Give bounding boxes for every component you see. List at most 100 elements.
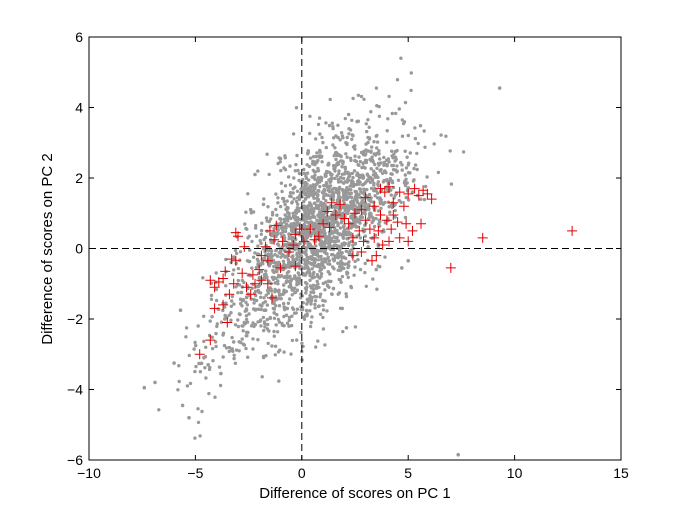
red-plus-point	[409, 183, 420, 194]
y-tick-label: 0	[75, 241, 83, 257]
cloud-point	[327, 123, 332, 128]
cloud-point	[288, 183, 293, 187]
red-plus-point	[445, 262, 456, 273]
cloud-point	[352, 169, 357, 173]
cloud-point	[327, 285, 331, 289]
cloud-point	[401, 121, 406, 126]
cloud-point	[264, 216, 269, 220]
cloud-point	[288, 297, 292, 301]
cloud-point	[274, 192, 278, 196]
cloud-point	[317, 116, 322, 120]
cloud-point	[241, 298, 246, 302]
cloud-point	[313, 173, 317, 177]
cloud-point	[376, 180, 380, 184]
cloud-point	[367, 137, 372, 141]
cloud-point	[281, 301, 286, 306]
cloud-point	[403, 173, 407, 177]
cloud-point	[289, 194, 293, 199]
cloud-point	[259, 307, 263, 312]
cloud-point	[343, 116, 347, 121]
cloud-point	[297, 178, 301, 183]
cloud-point	[266, 291, 270, 295]
red-plus-point	[360, 192, 371, 203]
cloud-point	[403, 215, 408, 220]
cloud-point	[277, 379, 281, 383]
cloud-point	[337, 254, 341, 258]
cloud-point	[263, 325, 267, 329]
cloud-point	[266, 341, 270, 346]
cloud-point	[335, 236, 339, 240]
cloud-point	[265, 288, 270, 293]
cloud-point	[318, 276, 322, 280]
cloud-point	[276, 350, 281, 354]
cloud-point	[323, 192, 327, 196]
cloud-point	[157, 408, 161, 412]
cloud-point	[368, 211, 372, 215]
cloud-point	[331, 125, 335, 129]
cloud-point	[287, 260, 291, 264]
cloud-point	[331, 187, 335, 191]
cloud-point	[351, 200, 355, 205]
cloud-point	[281, 253, 285, 257]
cloud-point	[314, 137, 318, 141]
cloud-point	[193, 436, 197, 440]
cloud-point	[297, 280, 301, 284]
cloud-point	[316, 339, 320, 343]
gray-point	[172, 361, 176, 365]
red-plus-point	[284, 247, 294, 257]
cloud-point	[304, 182, 309, 187]
cloud-point	[409, 88, 413, 93]
cloud-point	[282, 324, 286, 328]
y-tick-label: 6	[75, 29, 83, 45]
cloud-point	[223, 317, 227, 321]
reference-lines	[89, 37, 621, 460]
cloud-point	[300, 341, 304, 345]
cloud-point	[376, 264, 380, 268]
red-plus-point	[247, 269, 258, 280]
cloud-point	[385, 129, 389, 133]
cloud-point	[214, 271, 218, 275]
cloud-point	[422, 197, 427, 202]
cloud-point	[377, 222, 381, 226]
cloud-point	[234, 348, 239, 352]
cloud-point	[203, 366, 207, 370]
cloud-point	[279, 168, 283, 173]
cloud-point	[363, 261, 367, 266]
cloud-point	[244, 307, 249, 311]
cloud-point	[285, 255, 289, 259]
cloud-point	[320, 160, 324, 164]
cloud-point	[313, 177, 317, 181]
cloud-point	[448, 149, 452, 153]
cloud-point	[302, 171, 307, 176]
cloud-point	[304, 308, 309, 313]
cloud-point	[263, 321, 267, 326]
cloud-point	[333, 169, 337, 173]
cloud-point	[378, 198, 382, 202]
cloud-point	[204, 345, 208, 349]
cloud-point	[409, 71, 413, 75]
cloud-point	[318, 295, 322, 299]
cloud-point	[322, 206, 326, 211]
cloud-point	[209, 297, 214, 301]
cloud-point	[330, 190, 335, 195]
cloud-point	[305, 216, 309, 221]
cloud-point	[308, 309, 312, 313]
cloud-point	[321, 315, 325, 320]
cloud-point	[260, 221, 264, 225]
cloud-point	[386, 182, 391, 186]
cloud-point	[324, 174, 328, 178]
cloud-point	[312, 214, 316, 219]
cloud-point	[291, 214, 296, 218]
cloud-point	[310, 315, 314, 319]
cloud-point	[381, 180, 386, 184]
red-plus-point	[356, 204, 367, 215]
cloud-point	[356, 93, 361, 98]
cloud-point	[262, 328, 266, 333]
cloud-point	[245, 303, 250, 307]
cloud-point	[306, 224, 310, 229]
gray-point	[400, 266, 404, 270]
cloud-point	[307, 178, 311, 182]
cloud-point	[316, 166, 320, 171]
cloud-point	[267, 329, 271, 333]
cloud-point	[268, 257, 272, 261]
